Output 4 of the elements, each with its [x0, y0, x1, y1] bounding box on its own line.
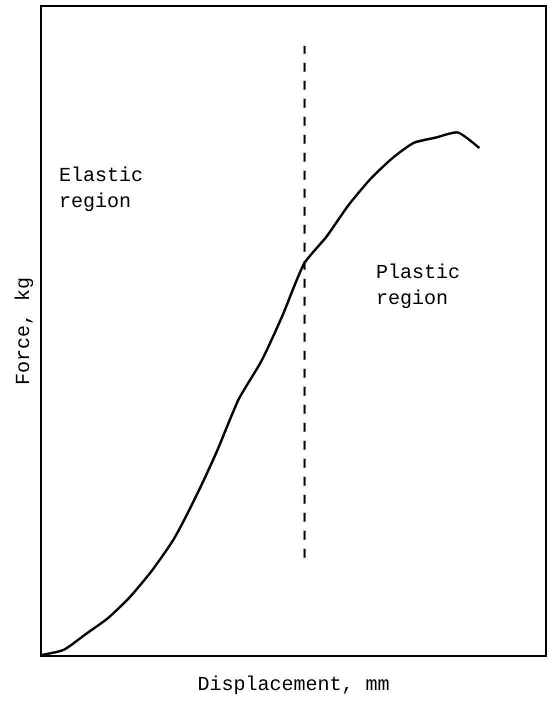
y-axis-title: Force, kg — [13, 276, 36, 386]
annotation: Plastic region — [376, 262, 460, 311]
annotation: Elastic region — [59, 165, 144, 214]
x-axis-title: Displacement, mm — [197, 674, 390, 697]
